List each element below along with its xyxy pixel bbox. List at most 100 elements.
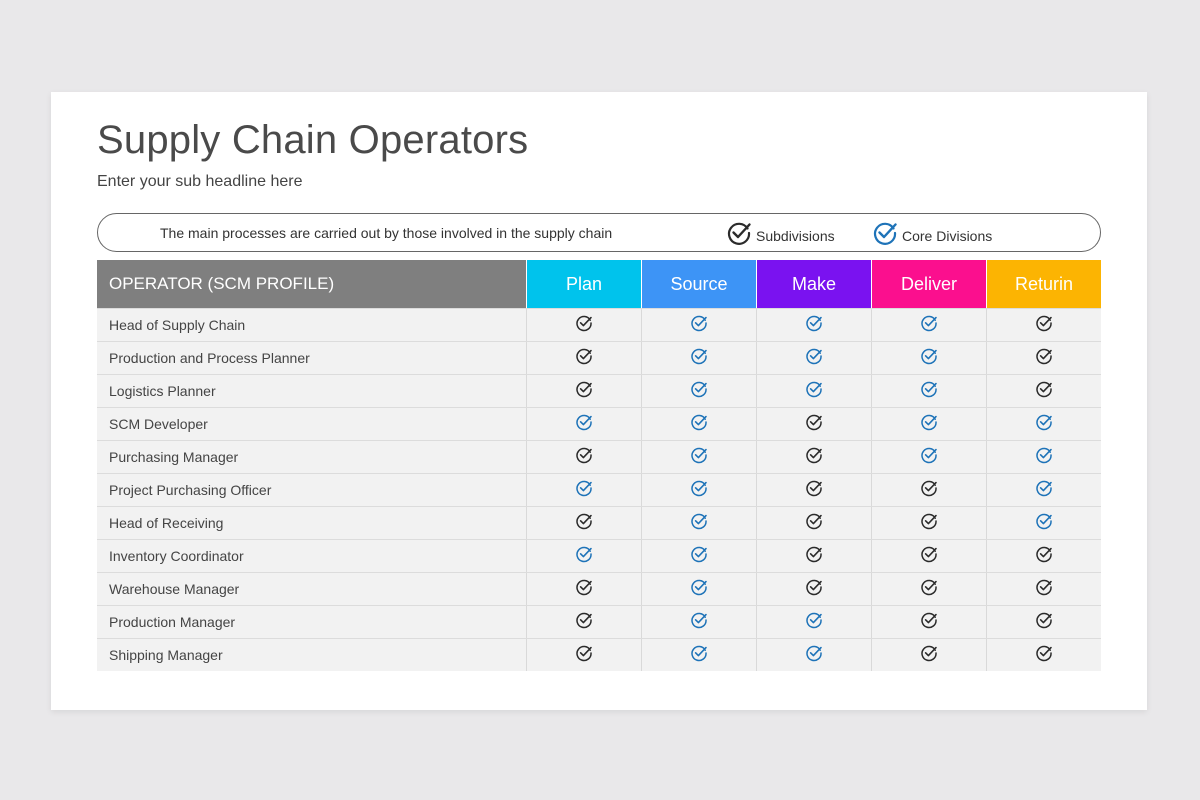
check-cell bbox=[871, 342, 986, 374]
check-cell bbox=[756, 474, 871, 506]
check-cell bbox=[986, 408, 1101, 440]
check-cell bbox=[756, 441, 871, 473]
check-cell bbox=[756, 507, 871, 539]
check-circle-blue-icon bbox=[690, 413, 708, 436]
check-cell bbox=[871, 375, 986, 407]
check-circle-dark-icon bbox=[920, 578, 938, 601]
legend-subdivisions-label: Subdivisions bbox=[756, 227, 835, 244]
check-circle-dark-icon bbox=[726, 220, 752, 251]
legend-description: The main processes are carried out by th… bbox=[160, 225, 613, 241]
check-circle-dark-icon bbox=[575, 611, 593, 634]
check-cell bbox=[756, 639, 871, 671]
check-circle-blue-icon bbox=[575, 413, 593, 436]
check-circle-blue-icon bbox=[920, 446, 938, 469]
table-row: Inventory Coordinator bbox=[97, 539, 1101, 572]
check-circle-blue-icon bbox=[805, 314, 823, 337]
check-cell bbox=[871, 441, 986, 473]
check-circle-dark-icon bbox=[575, 446, 593, 469]
check-circle-blue-icon bbox=[1035, 446, 1053, 469]
check-circle-blue-icon bbox=[920, 347, 938, 370]
check-cell bbox=[986, 309, 1101, 341]
check-circle-dark-icon bbox=[805, 479, 823, 502]
check-cell bbox=[526, 573, 641, 605]
operators-table: OPERATOR (SCM PROFILE) Plan Source Make … bbox=[97, 260, 1101, 671]
check-cell bbox=[641, 309, 756, 341]
check-cell bbox=[641, 639, 756, 671]
check-circle-dark-icon bbox=[805, 413, 823, 436]
operator-name: Logistics Planner bbox=[109, 383, 216, 399]
check-circle-dark-icon bbox=[805, 578, 823, 601]
check-circle-blue-icon bbox=[690, 314, 708, 337]
check-circle-blue-icon bbox=[690, 347, 708, 370]
check-cell bbox=[526, 408, 641, 440]
check-circle-blue-icon bbox=[805, 380, 823, 403]
table-row: Production Manager bbox=[97, 605, 1101, 638]
check-cell bbox=[871, 408, 986, 440]
check-cell bbox=[871, 474, 986, 506]
check-cell bbox=[986, 474, 1101, 506]
operator-name: Head of Supply Chain bbox=[109, 317, 246, 333]
check-circle-dark-icon bbox=[805, 446, 823, 469]
check-circle-blue-icon bbox=[1035, 512, 1053, 535]
check-circle-dark-icon bbox=[1035, 314, 1053, 337]
check-circle-blue-icon bbox=[920, 314, 938, 337]
check-cell bbox=[756, 375, 871, 407]
check-circle-dark-icon bbox=[575, 380, 593, 403]
check-cell bbox=[986, 375, 1101, 407]
check-circle-blue-icon bbox=[690, 578, 708, 601]
check-circle-blue-icon bbox=[690, 545, 708, 568]
check-circle-dark-icon bbox=[575, 512, 593, 535]
check-circle-blue-icon bbox=[1035, 413, 1053, 436]
check-circle-dark-icon bbox=[920, 644, 938, 667]
table-row: Head of Receiving bbox=[97, 506, 1101, 539]
operator-name: Project Purchasing Officer bbox=[109, 482, 272, 498]
slide: Supply Chain Operators Enter your sub he… bbox=[51, 92, 1147, 710]
operator-name: SCM Developer bbox=[109, 416, 208, 432]
check-cell bbox=[756, 540, 871, 572]
operator-name: Production Manager bbox=[109, 614, 236, 630]
table-row: Production and Process Planner bbox=[97, 341, 1101, 374]
check-cell bbox=[526, 375, 641, 407]
check-cell bbox=[526, 507, 641, 539]
header-deliver: Deliver bbox=[871, 260, 986, 308]
check-circle-dark-icon bbox=[805, 545, 823, 568]
check-circle-blue-icon bbox=[920, 413, 938, 436]
check-cell bbox=[756, 606, 871, 638]
check-cell bbox=[871, 507, 986, 539]
operator-name: Warehouse Manager bbox=[109, 581, 240, 597]
check-circle-blue-icon bbox=[1035, 479, 1053, 502]
check-cell bbox=[986, 441, 1101, 473]
check-cell bbox=[871, 540, 986, 572]
table-header-row: OPERATOR (SCM PROFILE) Plan Source Make … bbox=[97, 260, 1101, 308]
table-row: SCM Developer bbox=[97, 407, 1101, 440]
check-circle-dark-icon bbox=[920, 545, 938, 568]
check-cell bbox=[641, 540, 756, 572]
legend-core-label: Core Divisions bbox=[902, 227, 993, 244]
header-plan: Plan bbox=[526, 260, 641, 308]
check-circle-dark-icon bbox=[575, 644, 593, 667]
check-cell bbox=[871, 573, 986, 605]
check-circle-dark-icon bbox=[1035, 578, 1053, 601]
operator-name: Head of Receiving bbox=[109, 515, 224, 531]
check-cell bbox=[641, 408, 756, 440]
check-cell bbox=[871, 606, 986, 638]
check-cell bbox=[526, 441, 641, 473]
operator-name: Production and Process Planner bbox=[109, 350, 310, 366]
check-cell bbox=[756, 408, 871, 440]
check-cell bbox=[986, 573, 1101, 605]
page-subtitle: Enter your sub headline here bbox=[97, 173, 303, 190]
check-cell bbox=[756, 573, 871, 605]
check-cell bbox=[526, 540, 641, 572]
check-circle-dark-icon bbox=[920, 512, 938, 535]
check-circle-blue-icon bbox=[805, 611, 823, 634]
check-circle-blue-icon bbox=[690, 611, 708, 634]
check-cell bbox=[986, 507, 1101, 539]
check-circle-dark-icon bbox=[575, 347, 593, 370]
check-circle-dark-icon bbox=[1035, 644, 1053, 667]
check-cell bbox=[871, 309, 986, 341]
check-circle-dark-icon bbox=[1035, 545, 1053, 568]
check-cell bbox=[641, 441, 756, 473]
check-circle-blue-icon bbox=[690, 380, 708, 403]
table-row: Project Purchasing Officer bbox=[97, 473, 1101, 506]
check-circle-blue-icon bbox=[872, 220, 898, 251]
